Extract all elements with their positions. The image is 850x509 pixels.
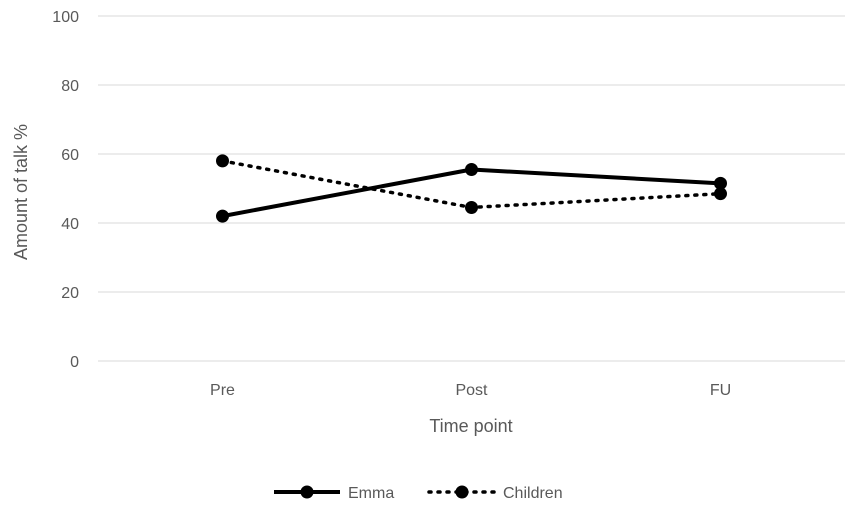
legend-marker-children: [455, 485, 469, 499]
x-tick-label: Pre: [210, 382, 235, 399]
series-group: [216, 154, 727, 223]
x-tick-label: FU: [710, 382, 731, 399]
y-tick-label: 20: [61, 285, 79, 302]
data-point-children: [216, 154, 229, 168]
data-point-emma: [216, 209, 229, 223]
legend: Emma Children: [274, 485, 563, 502]
legend-marker-emma: [300, 485, 314, 499]
y-tick-label: 40: [61, 216, 79, 233]
y-tick-label: 60: [61, 147, 79, 164]
data-point-emma: [465, 163, 478, 177]
legend-label-children: Children: [503, 485, 563, 502]
data-point-children: [714, 187, 727, 201]
data-point-emma: [714, 176, 727, 190]
data-point-children: [465, 200, 478, 214]
legend-label-emma: Emma: [348, 485, 394, 502]
y-axis-tick-labels: 0 20 40 60 80 100: [52, 9, 79, 371]
y-axis-title: Amount of talk %: [11, 124, 31, 260]
y-tick-label: 100: [52, 9, 79, 26]
x-tick-label: Post: [455, 382, 488, 399]
y-tick-label: 80: [61, 78, 79, 95]
x-axis-tick-labels: Pre Post FU: [210, 382, 731, 399]
gridlines: [98, 15, 845, 362]
x-axis-title: Time point: [429, 416, 512, 436]
y-tick-label: 0: [70, 354, 79, 371]
